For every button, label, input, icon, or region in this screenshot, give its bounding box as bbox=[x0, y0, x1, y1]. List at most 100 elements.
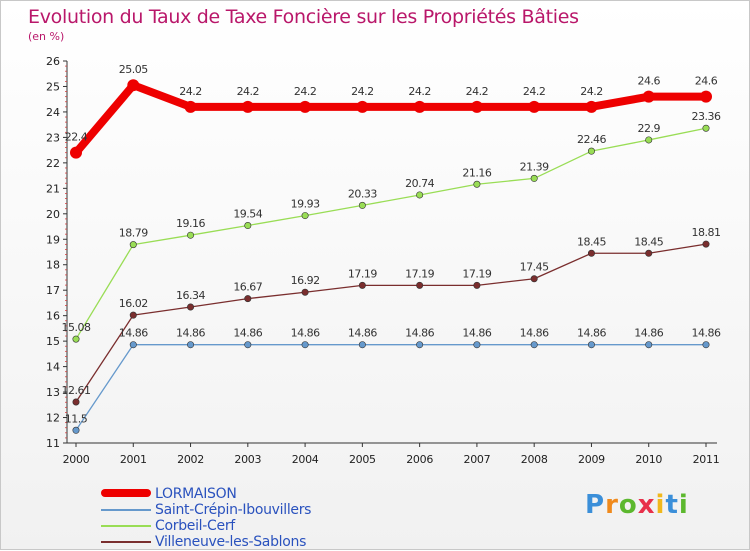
data-point-villeneuve-les-sablons bbox=[129, 311, 137, 319]
y-tick-label: 23 bbox=[46, 131, 60, 144]
data-label-lormaison: 24.2 bbox=[294, 85, 317, 98]
data-label-villeneuve-les-sablons: 17.19 bbox=[348, 267, 377, 280]
y-tick-label: 25 bbox=[46, 80, 60, 93]
data-point-villeneuve-les-sablons bbox=[473, 281, 481, 289]
data-point-corbeil-cerf bbox=[702, 124, 710, 132]
data-label-lormaison: 24.2 bbox=[523, 85, 546, 98]
series-line-saint-crepin-ibouvillers bbox=[75, 344, 707, 431]
data-label-lormaison: 24.2 bbox=[580, 85, 603, 98]
data-label-corbeil-cerf: 23.36 bbox=[692, 110, 721, 123]
data-label-corbeil-cerf: 22.9 bbox=[637, 122, 660, 135]
data-point-saint-crepin-ibouvillers bbox=[187, 341, 195, 349]
legend-label-villeneuve: Villeneuve-les-Sablons bbox=[155, 534, 307, 550]
data-point-lormaison bbox=[642, 90, 655, 103]
y-tick-label: 19 bbox=[46, 233, 60, 246]
logo-letter: r bbox=[605, 490, 619, 520]
data-point-villeneuve-les-sablons bbox=[358, 281, 366, 289]
data-point-lormaison bbox=[528, 100, 541, 113]
line-chart: 11 12 13 14 15 16 17 18 19 20 21 22 23 24 25 26 2000 2001… bbox=[46, 55, 722, 466]
logo-letter: i bbox=[655, 490, 666, 520]
axes: 11 12 13 14 15 16 17 18 19 20 21 22 23 24 25 26 2000 2001… bbox=[46, 55, 720, 466]
data-point-corbeil-cerf bbox=[301, 212, 309, 220]
legend-label-corbeil-cerf: Corbeil-Cerf bbox=[155, 518, 235, 534]
data-point-corbeil-cerf bbox=[416, 191, 424, 199]
series-line-lormaison bbox=[72, 81, 710, 157]
data-point-saint-crepin-ibouvillers bbox=[587, 341, 595, 349]
data-label-lormaison: 24.2 bbox=[351, 85, 374, 98]
data-label-saint-crepin-ibouvillers: 14.86 bbox=[119, 327, 148, 340]
data-label-saint-crepin-ibouvillers: 14.86 bbox=[176, 327, 205, 340]
y-tick-label: 11 bbox=[46, 437, 60, 450]
y-tick-label: 17 bbox=[46, 284, 60, 297]
data-label-villeneuve-les-sablons: 17.45 bbox=[520, 261, 549, 274]
y-tick-label: 24 bbox=[46, 106, 60, 119]
y-tick-label: 13 bbox=[46, 386, 60, 399]
data-label-villeneuve-les-sablons: 18.45 bbox=[634, 235, 663, 248]
data-label-lormaison: 24.6 bbox=[637, 75, 660, 88]
x-tick-label: 2004 bbox=[292, 453, 319, 466]
data-point-saint-crepin-ibouvillers bbox=[244, 341, 252, 349]
chart-title: Evolution du Taux de Taxe Foncière sur l… bbox=[28, 6, 579, 28]
y-tick-label: 15 bbox=[46, 335, 60, 348]
legend-swatch-villeneuve bbox=[101, 541, 151, 543]
data-point-saint-crepin-ibouvillers bbox=[416, 341, 424, 349]
data-label-saint-crepin-ibouvillers: 14.86 bbox=[520, 327, 549, 340]
data-point-villeneuve-les-sablons bbox=[187, 303, 195, 311]
data-point-corbeil-cerf bbox=[473, 180, 481, 188]
data-point-saint-crepin-ibouvillers bbox=[702, 341, 710, 349]
data-label-villeneuve-les-sablons: 16.92 bbox=[291, 274, 320, 287]
data-label-villeneuve-les-sablons: 18.81 bbox=[692, 226, 721, 239]
logo-letter: t bbox=[665, 490, 679, 520]
legend-label-lormaison: LORMAISON bbox=[155, 486, 237, 502]
y-tick-label: 21 bbox=[46, 182, 60, 195]
x-tick-label: 2000 bbox=[63, 453, 90, 466]
x-tick-label: 2005 bbox=[349, 453, 376, 466]
x-tick-label: 2007 bbox=[464, 453, 491, 466]
data-label-corbeil-cerf: 19.16 bbox=[176, 217, 205, 230]
data-point-lormaison bbox=[356, 100, 369, 113]
data-label-lormaison: 24.2 bbox=[237, 85, 260, 98]
data-label-saint-crepin-ibouvillers: 14.86 bbox=[233, 327, 262, 340]
data-label-lormaison: 22.4 bbox=[65, 131, 88, 144]
data-point-villeneuve-les-sablons bbox=[645, 249, 653, 257]
data-label-saint-crepin-ibouvillers: 14.86 bbox=[462, 327, 491, 340]
data-point-villeneuve-les-sablons bbox=[530, 275, 538, 283]
data-point-corbeil-cerf bbox=[530, 174, 538, 182]
data-point-saint-crepin-ibouvillers bbox=[358, 341, 366, 349]
data-label-villeneuve-les-sablons: 12.61 bbox=[62, 384, 91, 397]
series-lines bbox=[72, 81, 710, 431]
data-point-lormaison bbox=[241, 100, 254, 113]
data-point-villeneuve-les-sablons bbox=[301, 288, 309, 296]
data-label-lormaison: 24.2 bbox=[179, 85, 202, 98]
data-point-lormaison bbox=[299, 100, 312, 113]
data-labels: 11.5 14.86 14.86 14.86 14.86 14.86 14.86 14.86 1… bbox=[62, 63, 722, 425]
data-point-villeneuve-les-sablons bbox=[416, 281, 424, 289]
data-point-saint-crepin-ibouvillers bbox=[72, 426, 80, 434]
data-label-villeneuve-les-sablons: 16.02 bbox=[119, 297, 148, 310]
data-label-saint-crepin-ibouvillers: 14.86 bbox=[291, 327, 320, 340]
data-point-corbeil-cerf bbox=[129, 241, 137, 249]
data-point-villeneuve-les-sablons bbox=[702, 240, 710, 248]
data-label-saint-crepin-ibouvillers: 14.86 bbox=[405, 327, 434, 340]
data-label-corbeil-cerf: 15.08 bbox=[62, 321, 91, 334]
data-point-lormaison bbox=[585, 100, 598, 113]
data-label-villeneuve-les-sablons: 17.19 bbox=[405, 267, 434, 280]
data-label-lormaison: 24.2 bbox=[408, 85, 431, 98]
data-label-lormaison: 25.05 bbox=[119, 63, 148, 76]
data-label-villeneuve-les-sablons: 16.67 bbox=[233, 281, 262, 294]
legend-swatch-saint-crepin bbox=[101, 509, 151, 511]
logo-letter: P bbox=[585, 490, 606, 520]
data-label-corbeil-cerf: 21.39 bbox=[520, 160, 549, 173]
data-label-corbeil-cerf: 20.74 bbox=[405, 177, 434, 190]
data-label-saint-crepin-ibouvillers: 14.86 bbox=[634, 327, 663, 340]
legend-swatch-lormaison bbox=[101, 489, 151, 497]
data-label-lormaison: 24.6 bbox=[695, 75, 718, 88]
data-point-villeneuve-les-sablons bbox=[587, 249, 595, 257]
data-point-villeneuve-les-sablons bbox=[72, 398, 80, 406]
data-point-saint-crepin-ibouvillers bbox=[473, 341, 481, 349]
y-tick-label: 14 bbox=[46, 361, 60, 374]
x-tick-label: 2008 bbox=[521, 453, 548, 466]
x-tick-label: 2001 bbox=[120, 453, 147, 466]
series-line-corbeil-cerf bbox=[75, 127, 707, 340]
x-tick-label: 2010 bbox=[635, 453, 662, 466]
